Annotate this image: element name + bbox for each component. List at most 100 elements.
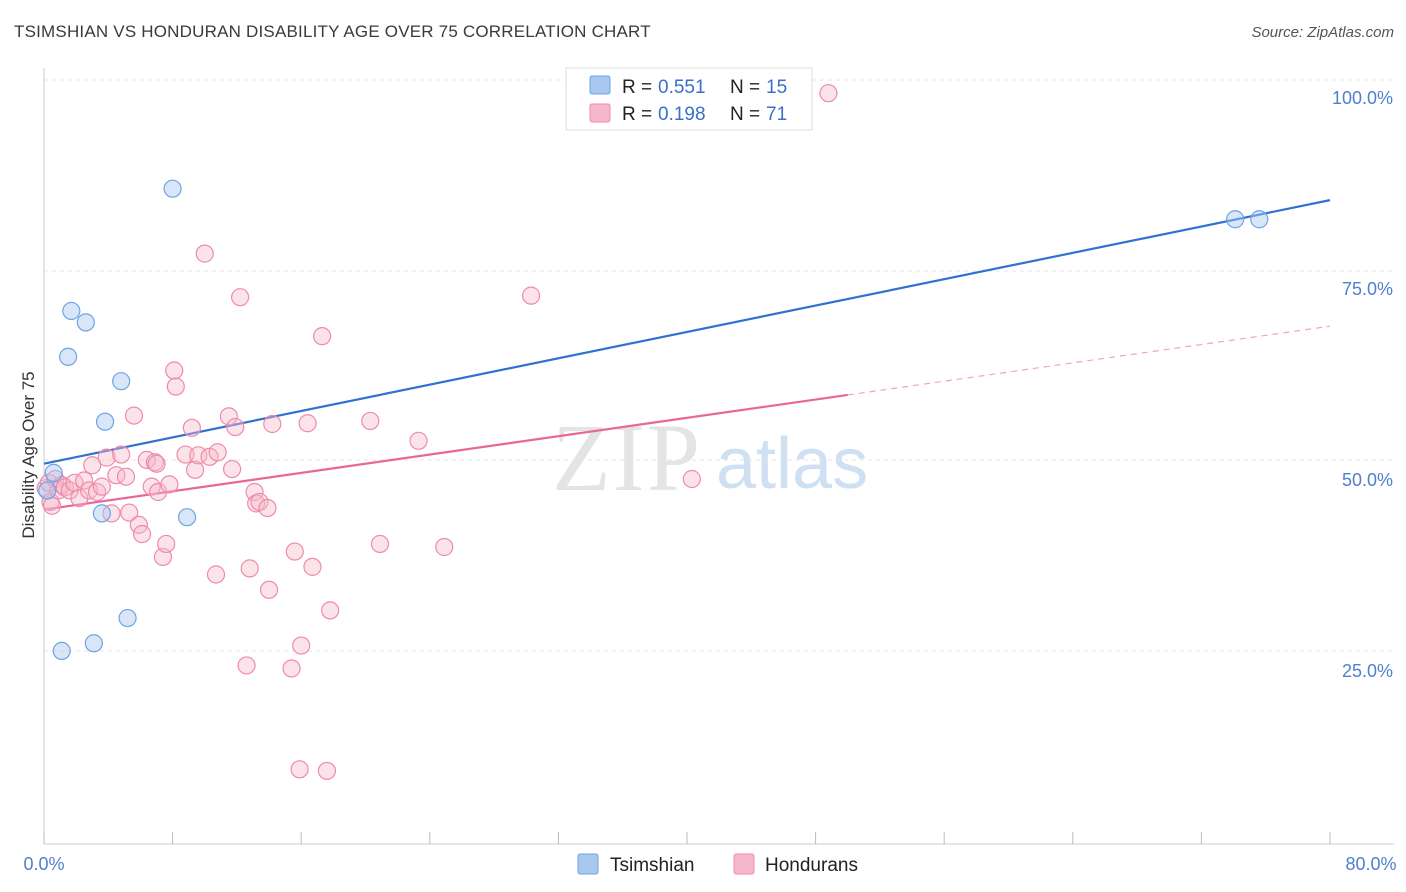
point-hondurans-65 bbox=[409, 431, 428, 450]
legend-n-value-0: 15 bbox=[766, 77, 787, 98]
point-tsimshian-9 bbox=[84, 634, 103, 653]
point-tsimshian-4 bbox=[76, 313, 95, 332]
point-hondurans-35 bbox=[182, 418, 201, 437]
point-hondurans-48 bbox=[245, 482, 264, 502]
point-hondurans-51 bbox=[258, 498, 277, 518]
point-tsimshian-3 bbox=[62, 301, 81, 321]
bottom-legend-swatch-hondurans bbox=[733, 853, 755, 875]
point-hondurans-22 bbox=[124, 406, 144, 425]
legend-r-value-1: 0.198 bbox=[658, 104, 706, 125]
point-tsimshian-2 bbox=[52, 641, 71, 661]
y-axis-label: Disability Age Over 75 bbox=[19, 371, 38, 538]
point-hondurans-19 bbox=[112, 445, 131, 464]
legend-r-label-0: R = bbox=[622, 77, 652, 98]
point-tsimshian-12 bbox=[177, 508, 197, 527]
point-hondurans-62 bbox=[321, 601, 340, 620]
point-hondurans-21 bbox=[120, 503, 139, 522]
bottom-legend-tsimshian: Tsimshian bbox=[610, 855, 694, 876]
legend-n-label-1: N = bbox=[730, 104, 760, 125]
y-tick-label-75: 75.0% bbox=[1342, 279, 1393, 299]
point-hondurans-57 bbox=[292, 636, 311, 655]
x-tick-label-0: 0.0% bbox=[23, 854, 64, 874]
point-hondurans-10 bbox=[70, 489, 89, 508]
point-hondurans-63 bbox=[361, 411, 380, 431]
x-tick-label-80: 80.0% bbox=[1345, 854, 1396, 874]
point-hondurans-34 bbox=[176, 445, 195, 464]
point-hondurans-56 bbox=[290, 760, 309, 779]
point-hondurans-54 bbox=[282, 659, 301, 678]
point-hondurans-20 bbox=[116, 467, 136, 486]
point-hondurans-59 bbox=[303, 557, 322, 576]
point-tsimshian-10 bbox=[118, 608, 137, 628]
watermark-atlas: atlas bbox=[716, 424, 868, 504]
point-hondurans-64 bbox=[370, 534, 390, 554]
legend-swatch-hondurans bbox=[589, 103, 611, 123]
point-hondurans-69 bbox=[819, 84, 838, 103]
bottom-legend: Tsimshian Hondurans bbox=[577, 853, 858, 876]
point-hondurans-13 bbox=[83, 456, 102, 475]
point-hondurans-68 bbox=[682, 469, 701, 489]
point-hondurans-55 bbox=[285, 542, 304, 561]
point-hondurans-15 bbox=[92, 477, 111, 496]
point-hondurans-53 bbox=[263, 414, 282, 434]
legend-n-value-1: 71 bbox=[766, 104, 787, 125]
y-tick-label-100: 100.0% bbox=[1332, 88, 1393, 108]
data-points bbox=[36, 84, 1269, 780]
point-hondurans-43 bbox=[222, 459, 242, 479]
y-tick-label-50: 50.0% bbox=[1342, 470, 1393, 490]
point-tsimshian-7 bbox=[92, 504, 111, 523]
trend-line-tsimshian bbox=[43, 199, 1331, 465]
point-hondurans-3 bbox=[42, 496, 62, 515]
point-hondurans-46 bbox=[237, 656, 256, 675]
point-hondurans-14 bbox=[87, 482, 107, 502]
point-hondurans-38 bbox=[195, 244, 214, 263]
trend-line-hondurans-extension bbox=[847, 325, 1331, 396]
point-tsimshian-6 bbox=[112, 372, 131, 391]
point-hondurans-44 bbox=[226, 417, 245, 437]
point-hondurans-60 bbox=[312, 327, 332, 346]
point-tsimshian-5 bbox=[59, 347, 78, 366]
chart-title: TSIMSHIAN VS HONDURAN DISABILITY AGE OVE… bbox=[14, 22, 651, 41]
point-hondurans-33 bbox=[166, 377, 185, 396]
trend-lines bbox=[43, 199, 1331, 511]
x-ticks bbox=[43, 832, 1331, 844]
legend-r-label-1: R = bbox=[622, 104, 652, 125]
legend-n-label-0: N = bbox=[730, 77, 760, 98]
point-hondurans-67 bbox=[521, 286, 541, 305]
source-label: Source: ZipAtlas.com bbox=[1251, 24, 1394, 41]
point-hondurans-24 bbox=[132, 524, 152, 544]
point-tsimshian-0 bbox=[38, 481, 57, 500]
point-tsimshian-14 bbox=[1250, 210, 1269, 229]
legend-r-value-0: 0.551 bbox=[658, 77, 706, 98]
bottom-legend-swatch-tsimshian bbox=[577, 853, 599, 875]
point-hondurans-47 bbox=[240, 559, 259, 578]
trend-line-hondurans bbox=[43, 393, 848, 511]
point-hondurans-58 bbox=[298, 414, 317, 433]
point-hondurans-36 bbox=[186, 460, 205, 479]
point-hondurans-31 bbox=[160, 475, 179, 494]
point-hondurans-7 bbox=[55, 478, 74, 497]
point-hondurans-16 bbox=[97, 448, 116, 467]
y-tick-labels: 25.0% 50.0% 75.0% 100.0% bbox=[1332, 88, 1393, 681]
point-hondurans-61 bbox=[317, 761, 337, 780]
point-hondurans-41 bbox=[208, 443, 227, 462]
legend-swatch-tsimshian bbox=[589, 75, 611, 95]
point-tsimshian-13 bbox=[1226, 210, 1245, 229]
y-tick-label-25: 25.0% bbox=[1342, 661, 1393, 681]
point-tsimshian-1 bbox=[44, 463, 63, 482]
point-hondurans-32 bbox=[165, 361, 184, 380]
point-hondurans-70 bbox=[147, 454, 166, 473]
point-hondurans-45 bbox=[231, 288, 250, 307]
point-tsimshian-8 bbox=[95, 412, 115, 431]
watermark-zip: ZIP bbox=[552, 404, 702, 511]
point-tsimshian-11 bbox=[163, 179, 182, 198]
point-hondurans-42 bbox=[219, 407, 238, 426]
point-hondurans-52 bbox=[259, 580, 279, 599]
legend: R = 0.551 N = 15 R = 0.198 N = 71 bbox=[565, 67, 813, 131]
point-hondurans-40 bbox=[206, 565, 226, 584]
point-hondurans-30 bbox=[157, 534, 176, 554]
bottom-legend-hondurans: Hondurans bbox=[765, 855, 858, 876]
point-hondurans-17 bbox=[102, 504, 121, 523]
point-hondurans-11 bbox=[75, 471, 94, 490]
